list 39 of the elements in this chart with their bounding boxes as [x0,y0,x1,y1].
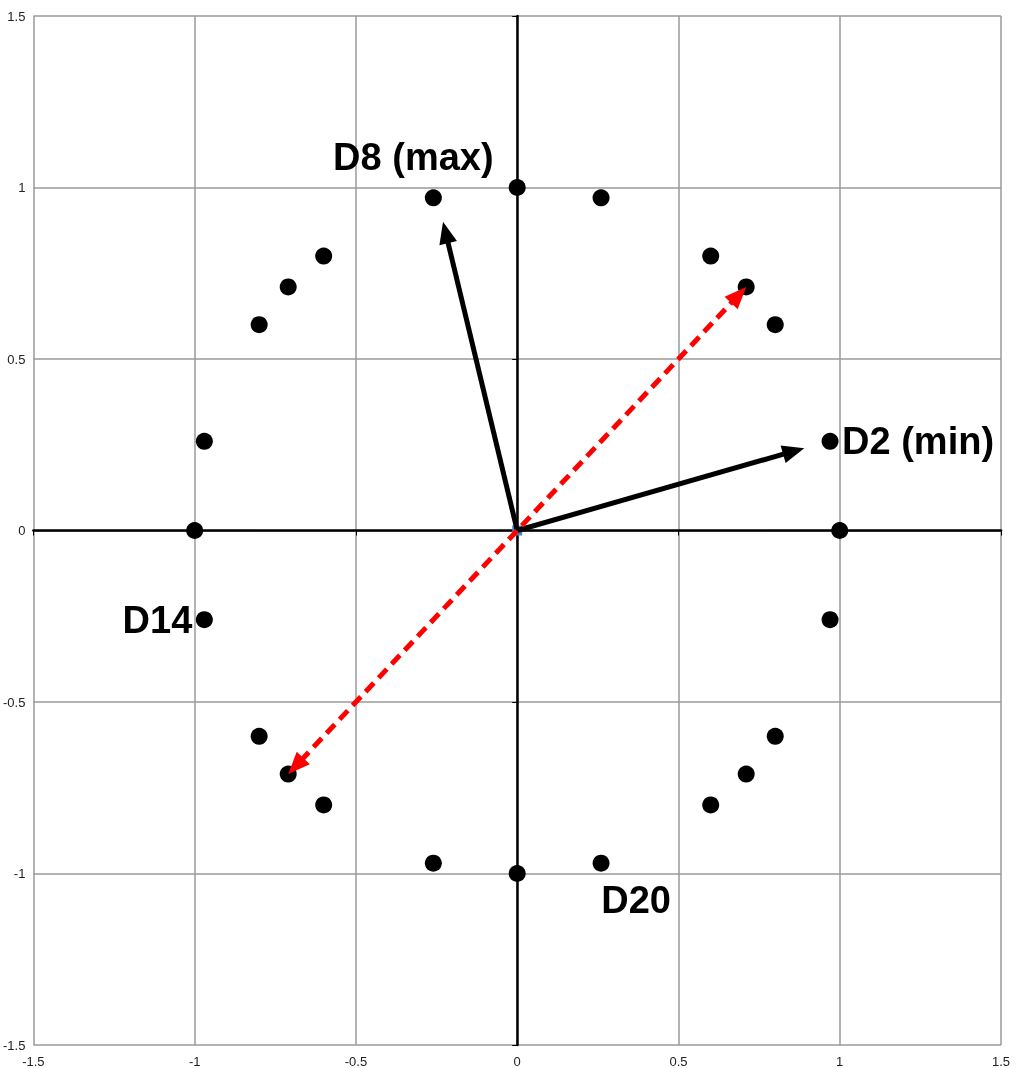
point [592,854,610,872]
point [250,727,268,745]
point [821,432,839,450]
point [250,316,268,334]
annotation: D20 [601,879,671,922]
point [831,522,849,539]
x-tick-label: -0.5 [344,1054,368,1068]
x-tick-label: 1 [836,1054,844,1068]
y-tick-label: 1.5 [7,8,26,24]
point [508,865,526,882]
x-tick-label: 0.5 [669,1054,688,1068]
point [702,796,720,814]
y-tick-label: -1.5 [2,1037,26,1053]
point [424,189,442,207]
point [702,247,720,265]
x-tick-label: 0 [513,1054,521,1068]
point [279,278,297,296]
point [737,765,755,783]
x-tick-label: 1.5 [991,1054,1011,1068]
point [592,189,610,207]
annotation: D8 (max) [333,135,494,178]
point [195,611,213,629]
point [315,247,333,265]
point [195,432,213,450]
annotation: D2 (min) [842,420,995,463]
point [766,316,784,334]
y-tick-label: 0.5 [7,351,26,367]
y-tick-label: -1 [13,866,26,881]
y-tick-label: 1 [18,180,26,195]
point [315,796,333,814]
point [186,522,204,539]
annotation: D14 [122,598,193,641]
point [821,611,839,629]
point [508,179,526,196]
y-tick-label: 0 [18,523,26,538]
y-tick-label: -0.5 [2,694,26,710]
point [766,727,784,745]
x-tick-label: -1 [188,1054,201,1068]
point [424,854,442,872]
